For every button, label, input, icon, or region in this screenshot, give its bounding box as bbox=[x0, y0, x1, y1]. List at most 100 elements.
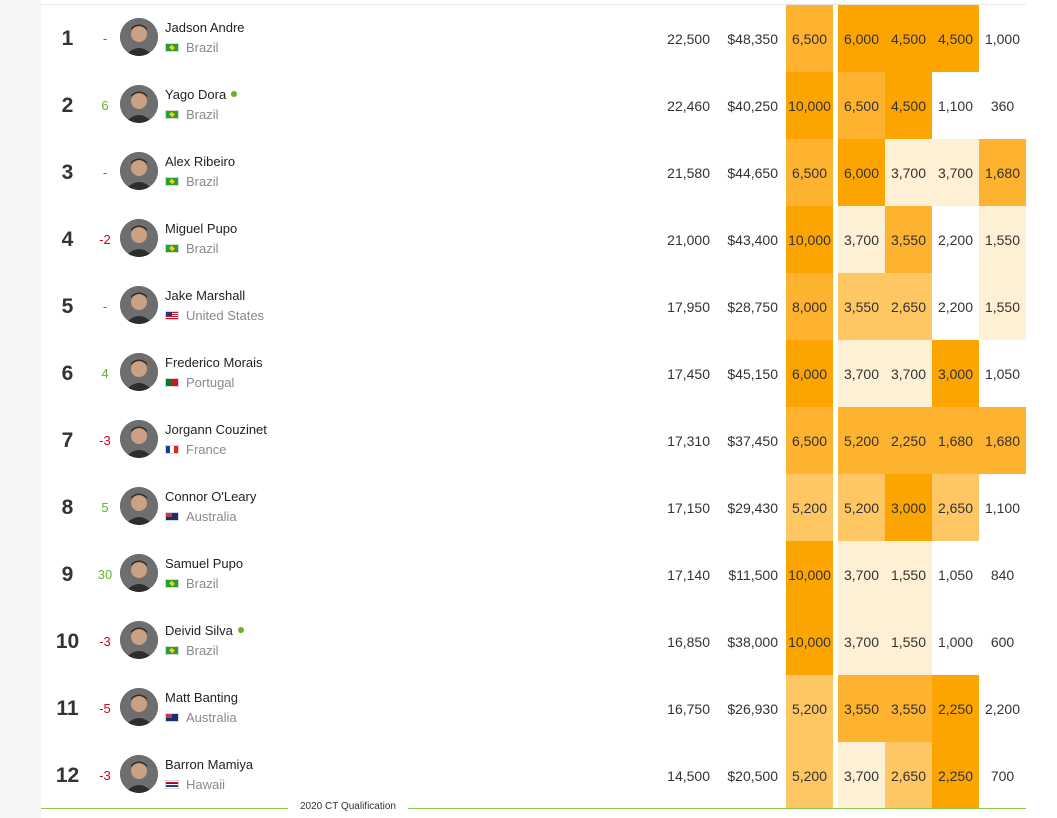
ranking-row[interactable]: 3 - Alex Ribeiro Brazil 21,580 $44,650 6… bbox=[0, 139, 1057, 206]
qualification-label: 2020 CT Qualification bbox=[288, 801, 408, 812]
ranking-row[interactable]: 5 - Jake Marshall United States 17,950 $… bbox=[0, 273, 1057, 340]
rankings-table: 1 - Jadson Andre Brazil 22,500 $48,350 6… bbox=[0, 5, 1057, 809]
event-result-2: 3,700 bbox=[838, 541, 885, 608]
athlete-avatar[interactable] bbox=[120, 219, 158, 257]
ranking-row[interactable]: 6 4 Frederico Morais Portugal 17,450 $45… bbox=[0, 340, 1057, 407]
athlete-avatar[interactable] bbox=[120, 85, 158, 123]
athlete-name[interactable]: Miguel Pupo bbox=[165, 221, 238, 236]
event-result-1: 8,000 bbox=[786, 273, 833, 340]
athlete-name[interactable]: Alex Ribeiro bbox=[165, 154, 236, 169]
athlete-avatar[interactable] bbox=[120, 621, 158, 659]
country-name: Brazil bbox=[186, 174, 219, 189]
event-result-1: 6,500 bbox=[786, 5, 833, 72]
ranking-row[interactable]: 9 30 Samuel Pupo Brazil 17,140 $11,500 1… bbox=[0, 541, 1057, 608]
ranking-row[interactable]: 2 6 Yago Dora Brazil 22,460 $40,250 10,0… bbox=[0, 72, 1057, 139]
athlete-name-cell[interactable]: Frederico Morais bbox=[165, 355, 263, 370]
athlete-name[interactable]: Deivid Silva bbox=[165, 623, 233, 638]
athlete-portrait-icon bbox=[120, 688, 158, 726]
athlete-name-cell[interactable]: Alex Ribeiro bbox=[165, 154, 235, 169]
country-flag-icon bbox=[165, 43, 179, 52]
athlete-country: Brazil bbox=[165, 174, 219, 189]
athlete-name[interactable]: Yago Dora bbox=[165, 87, 227, 102]
athlete-name-cell[interactable]: Matt Banting bbox=[165, 690, 238, 705]
total-points: 17,150 bbox=[667, 499, 710, 516]
athlete-name-cell[interactable]: Barron Mamiya bbox=[165, 757, 253, 772]
athlete-name-cell[interactable]: Samuel Pupo bbox=[165, 556, 243, 571]
event-result-2: 3,550 bbox=[838, 675, 885, 742]
event-result-2: 6,000 bbox=[838, 5, 885, 72]
event-result-3: 2,250 bbox=[885, 407, 932, 474]
event-result-1: 10,000 bbox=[786, 206, 833, 273]
athlete-name[interactable]: Frederico Morais bbox=[165, 355, 263, 370]
rank-number: 2 bbox=[61, 93, 74, 117]
total-points: 21,580 bbox=[667, 164, 710, 181]
ranking-row[interactable]: 11 -5 Matt Banting Australia 16,750 $26,… bbox=[0, 675, 1057, 742]
ranking-row[interactable]: 4 -2 Miguel Pupo Brazil 21,000 $43,400 1… bbox=[0, 206, 1057, 273]
ranking-row[interactable]: 10 -3 Deivid Silva Brazil 16,850 $38,000… bbox=[0, 608, 1057, 675]
athlete-name-cell[interactable]: Connor O'Leary bbox=[165, 489, 256, 504]
total-points: 22,500 bbox=[667, 30, 710, 47]
athlete-name-cell[interactable]: Miguel Pupo bbox=[165, 221, 237, 236]
athlete-avatar[interactable] bbox=[120, 487, 158, 525]
country-flag-icon bbox=[165, 110, 179, 119]
event-result-5: 1,000 bbox=[984, 30, 1021, 47]
event-result-1: 5,200 bbox=[786, 742, 833, 809]
rank-movement: 5 bbox=[101, 500, 109, 515]
athlete-name[interactable]: Connor O'Leary bbox=[165, 489, 257, 504]
athlete-country: Hawaii bbox=[165, 777, 225, 792]
event-result-4: 2,200 bbox=[937, 298, 974, 315]
event-result-1: 10,000 bbox=[786, 541, 833, 608]
ranking-row[interactable]: 1 - Jadson Andre Brazil 22,500 $48,350 6… bbox=[0, 5, 1057, 72]
athlete-avatar[interactable] bbox=[120, 420, 158, 458]
athlete-portrait-icon bbox=[120, 353, 158, 391]
athlete-name-cell[interactable]: Jorgann Couzinet bbox=[165, 422, 267, 437]
rank-number: 4 bbox=[61, 227, 74, 251]
country-name: Brazil bbox=[186, 40, 219, 55]
athlete-portrait-icon bbox=[120, 219, 158, 257]
event-result-4: 1,680 bbox=[932, 407, 979, 474]
country-flag-icon bbox=[165, 713, 179, 722]
athlete-avatar[interactable] bbox=[120, 18, 158, 56]
athlete-country: Brazil bbox=[165, 40, 219, 55]
athlete-avatar[interactable] bbox=[120, 688, 158, 726]
event-result-3: 1,550 bbox=[885, 608, 932, 675]
country-name: Portugal bbox=[186, 375, 235, 390]
event-result-2: 5,200 bbox=[838, 407, 885, 474]
event-result-5: 2,200 bbox=[984, 700, 1021, 717]
athlete-name[interactable]: Samuel Pupo bbox=[165, 556, 244, 571]
athlete-country: United States bbox=[165, 308, 264, 323]
athlete-name-cell[interactable]: Yago Dora bbox=[165, 87, 238, 102]
athlete-avatar[interactable] bbox=[120, 554, 158, 592]
athlete-name-cell[interactable]: Jake Marshall bbox=[165, 288, 245, 303]
ranking-row[interactable]: 7 -3 Jorgann Couzinet France 17,310 $37,… bbox=[0, 407, 1057, 474]
event-result-4: 4,500 bbox=[932, 5, 979, 72]
athlete-avatar[interactable] bbox=[120, 286, 158, 324]
country-name: Hawaii bbox=[186, 777, 226, 792]
ranking-row[interactable]: 8 5 Connor O'Leary Australia 17,150 $29,… bbox=[0, 474, 1057, 541]
athlete-avatar[interactable] bbox=[120, 152, 158, 190]
event-result-4: 3,700 bbox=[932, 139, 979, 206]
rank-movement: 6 bbox=[101, 98, 109, 113]
athlete-name[interactable]: Jadson Andre bbox=[165, 20, 245, 35]
athlete-name[interactable]: Jorgann Couzinet bbox=[165, 422, 267, 437]
ranking-row[interactable]: 12 -3 Barron Mamiya Hawaii 14,500 $20,50… bbox=[0, 742, 1057, 809]
total-points: 14,500 bbox=[667, 767, 710, 784]
athlete-avatar[interactable] bbox=[120, 353, 158, 391]
athlete-name-cell[interactable]: Jadson Andre bbox=[165, 20, 245, 35]
event-result-5: 1,550 bbox=[979, 273, 1026, 340]
athlete-name[interactable]: Matt Banting bbox=[165, 690, 238, 705]
athlete-name-cell[interactable]: Deivid Silva bbox=[165, 623, 244, 638]
athlete-name[interactable]: Barron Mamiya bbox=[165, 757, 254, 772]
total-points: 21,000 bbox=[667, 231, 710, 248]
total-points: 16,750 bbox=[667, 700, 710, 717]
rank-movement: -5 bbox=[99, 701, 111, 716]
country-name: Australia bbox=[186, 509, 237, 524]
athlete-country: Portugal bbox=[165, 375, 234, 390]
athlete-avatar[interactable] bbox=[120, 755, 158, 793]
event-result-1: 10,000 bbox=[786, 608, 833, 675]
athlete-name[interactable]: Jake Marshall bbox=[165, 288, 246, 303]
country-flag-icon bbox=[165, 646, 179, 655]
country-name: Brazil bbox=[186, 576, 219, 591]
rank-number: 9 bbox=[61, 562, 74, 586]
event-result-3: 2,650 bbox=[885, 742, 932, 809]
